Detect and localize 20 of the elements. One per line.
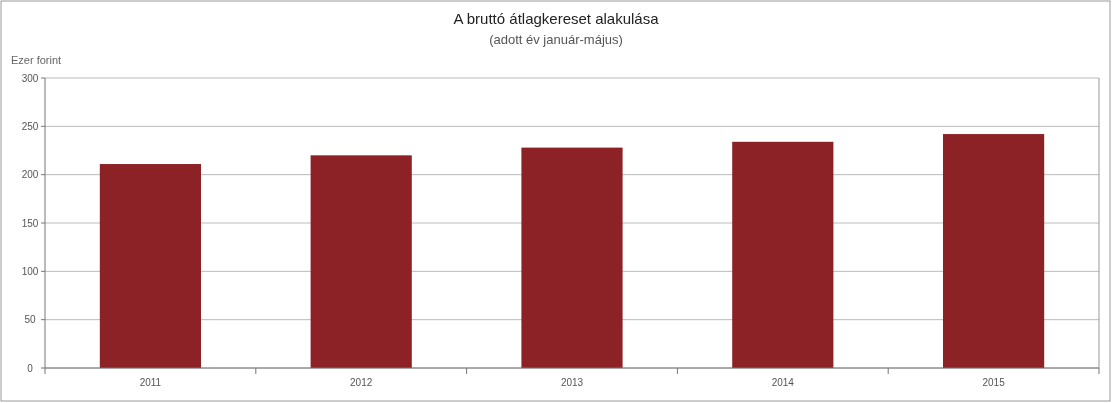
bar: [943, 134, 1045, 368]
x-tick-label: 2014: [771, 377, 795, 388]
y-tick-label: 150: [21, 217, 39, 229]
x-tick-label: 2013: [560, 377, 584, 388]
bar: [310, 155, 412, 368]
y-tick-label: 300: [21, 72, 39, 84]
bar: [732, 141, 834, 368]
y-axis-title: Ezer forint: [11, 54, 62, 66]
y-tick-label: 200: [21, 169, 39, 181]
bar: [99, 164, 201, 368]
x-tick-label: 2012: [350, 377, 373, 388]
y-tick-label: 250: [21, 120, 39, 132]
y-tick-label: 0: [27, 362, 34, 374]
x-tick-label: 2011: [139, 377, 162, 388]
chart-subtitle: (adott év január-május): [489, 32, 623, 47]
bar: [521, 147, 623, 368]
chart-title: A bruttó átlagkereset alakulása: [453, 10, 660, 27]
y-tick-label: 100: [21, 265, 39, 277]
y-tick-label: 50: [24, 314, 36, 326]
x-tick-label: 2015: [982, 377, 1006, 388]
